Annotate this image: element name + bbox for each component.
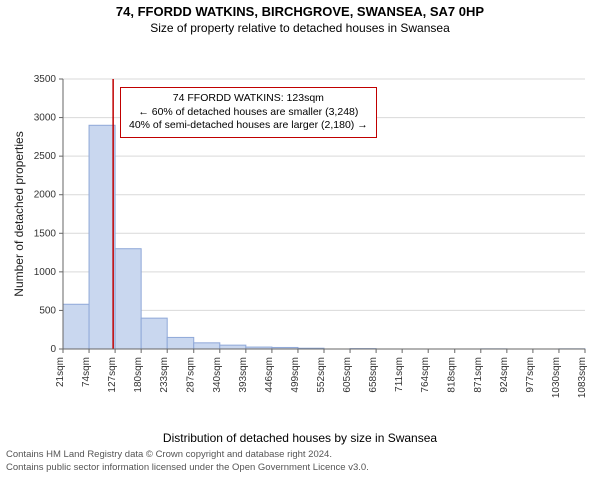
- footer-line-1: Contains HM Land Registry data © Crown c…: [6, 449, 594, 462]
- y-tick-label: 2000: [34, 190, 57, 201]
- histogram-bar: [63, 304, 89, 349]
- histogram-bar: [115, 249, 141, 349]
- x-tick-label: 977sqm: [525, 357, 536, 393]
- y-tick-label: 3000: [34, 113, 57, 124]
- chart-container: 0 500 1000 1500 2000 2500 3000 3500 21sqm 74sqm 12…: [5, 39, 595, 429]
- x-tick-label: 499sqm: [290, 357, 301, 393]
- x-tick-label: 764sqm: [420, 357, 431, 393]
- x-tick-label: 287sqm: [186, 357, 197, 393]
- y-tick-label: 1000: [34, 267, 57, 278]
- x-tick-label: 340sqm: [212, 357, 223, 393]
- y-tick-label: 0: [50, 344, 56, 355]
- x-tick-label: 180sqm: [133, 357, 144, 393]
- x-tick-label: 605sqm: [342, 357, 353, 393]
- x-tick-label: 871sqm: [473, 357, 484, 393]
- x-tick-label: 552sqm: [316, 357, 327, 393]
- x-tick-label: 658sqm: [368, 357, 379, 393]
- y-tick-label: 2500: [34, 151, 57, 162]
- page-subtitle: Size of property relative to detached ho…: [0, 21, 600, 35]
- callout-line-3: 40% of semi-detached houses are larger (…: [129, 119, 368, 133]
- histogram-bar: [194, 343, 220, 349]
- histogram-bar: [89, 125, 115, 349]
- x-tick-label: 74sqm: [81, 357, 92, 387]
- y-axis-label: Number of detached properties: [12, 131, 26, 296]
- y-tick-label: 1500: [34, 228, 57, 239]
- x-tick-label: 393sqm: [238, 357, 249, 393]
- footer-line-2: Contains public sector information licen…: [6, 462, 594, 475]
- x-tick-label: 233sqm: [159, 357, 170, 393]
- callout-line-1: 74 FFORDD WATKINS: 123sqm: [129, 92, 368, 106]
- x-tick-label: 924sqm: [499, 357, 510, 393]
- x-tick-label: 818sqm: [447, 357, 458, 393]
- x-tick-label: 446sqm: [264, 357, 275, 393]
- marker-callout: 74 FFORDD WATKINS: 123sqm ← 60% of detac…: [120, 87, 377, 138]
- x-tick-label: 1030sqm: [551, 357, 562, 398]
- callout-line-2: ← 60% of detached houses are smaller (3,…: [129, 106, 368, 120]
- histogram-bar: [167, 337, 194, 349]
- x-tick-label: 127sqm: [107, 357, 118, 393]
- histogram-bar: [220, 345, 246, 349]
- x-tick-label: 1083sqm: [577, 357, 588, 398]
- x-tick-label: 711sqm: [394, 357, 405, 392]
- page-title: 74, FFORDD WATKINS, BIRCHGROVE, SWANSEA,…: [0, 4, 600, 19]
- x-axis-label: Distribution of detached houses by size …: [0, 431, 600, 445]
- x-tick-label: 21sqm: [55, 357, 66, 387]
- y-tick-label: 3500: [34, 74, 57, 85]
- y-tick-label: 500: [39, 305, 56, 316]
- histogram-bar: [141, 318, 167, 349]
- footer-attribution: Contains HM Land Registry data © Crown c…: [0, 445, 600, 475]
